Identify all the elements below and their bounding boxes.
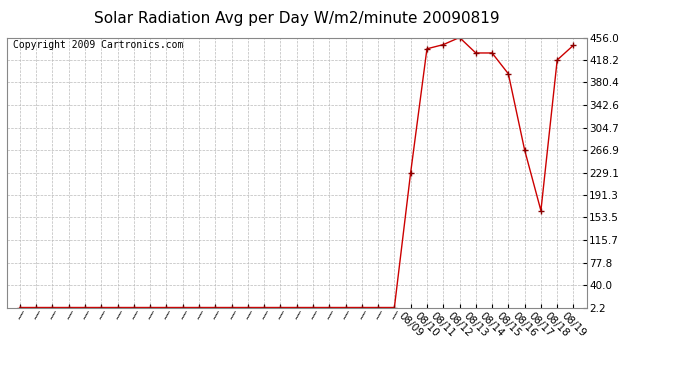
Text: Solar Radiation Avg per Day W/m2/minute 20090819: Solar Radiation Avg per Day W/m2/minute … xyxy=(94,11,500,26)
Text: Copyright 2009 Cartronics.com: Copyright 2009 Cartronics.com xyxy=(12,40,183,50)
